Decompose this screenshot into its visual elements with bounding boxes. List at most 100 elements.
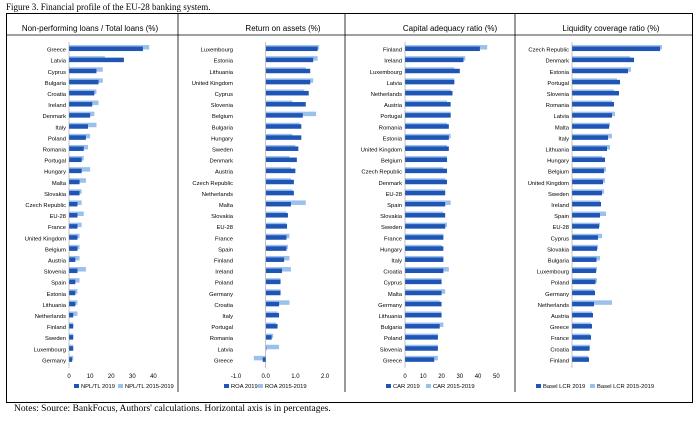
category-label: Greece <box>550 325 569 331</box>
bar-roa-2019 <box>265 346 267 351</box>
bar-npl-tl-2019 <box>69 301 76 307</box>
category-label: Bulgaria <box>45 81 67 87</box>
bar-car-2019 <box>405 113 451 118</box>
category-label: Lithuania <box>378 314 402 320</box>
bar-basel-lcr-2019 <box>572 246 597 251</box>
bar-npl-tl-2019 <box>69 268 78 274</box>
category-label: Luxembourg <box>537 270 569 276</box>
tick-label: 0 <box>67 374 71 380</box>
bar-npl-tl-2019 <box>69 57 124 63</box>
category-label: Lithuania <box>42 303 66 309</box>
bar-car-2019 <box>405 124 449 129</box>
bar-npl-tl-2019 <box>69 201 78 207</box>
tick-label: 2.0 <box>321 374 330 380</box>
category-label: Croatia <box>550 347 569 353</box>
bar-roa-2019 <box>265 213 288 218</box>
category-label: Denmark <box>378 181 402 187</box>
category-label: Poland <box>384 336 402 342</box>
legend-swatch <box>590 384 595 388</box>
tick-label: 20 <box>438 374 445 380</box>
bar-basel-lcr-2019 <box>572 279 596 285</box>
category-label: Belgium <box>45 247 66 253</box>
category-label: Estonia <box>214 59 234 65</box>
category-label: Estonia <box>47 292 67 298</box>
category-label: Netherlands <box>371 92 402 98</box>
bar-npl-tl-2019 <box>69 102 93 107</box>
bar-car-2019 <box>405 335 438 340</box>
bar-roa-2019 <box>265 90 309 96</box>
bar-car-2019 <box>405 279 442 285</box>
tick-label: 10 <box>87 374 94 380</box>
bar-roa-2019 <box>265 57 314 63</box>
category-label: Italy <box>558 136 569 142</box>
category-label: France <box>215 236 233 242</box>
bar-roa-2019 <box>265 324 278 329</box>
bar-basel-lcr-2019 <box>572 257 597 262</box>
category-label: Denmark <box>209 159 233 165</box>
chart-title-3: Liquidity coverage ratio (%) <box>563 24 660 33</box>
category-label: EU-28 <box>217 225 233 231</box>
legend-label: ROA 2015-2019 <box>265 384 307 390</box>
bar-npl-tl-2019 <box>69 279 76 285</box>
category-label: Slovakia <box>44 192 67 198</box>
bar-car-2019 <box>405 135 449 140</box>
bar-npl-tl-2019 <box>69 135 86 140</box>
category-label: Cyprus <box>215 92 233 98</box>
bar-car-2019 <box>405 324 440 329</box>
bar-roa-2019 <box>265 201 291 207</box>
tick-label: 50 <box>493 374 500 380</box>
bar-roa-2019 <box>265 157 297 163</box>
category-label: Netherlands <box>202 192 233 198</box>
bar-npl-tl-2019 <box>69 312 74 318</box>
bar-npl-tl-2019 <box>69 246 78 251</box>
category-label: Spain <box>554 214 569 220</box>
tick-label: 30 <box>129 374 136 380</box>
bar-car-2019 <box>405 257 444 262</box>
category-label: Hungary <box>44 170 66 176</box>
bar-npl-tl-2019 <box>69 335 74 340</box>
chart-title-2: Capital adequacy ratio (%) <box>403 24 498 33</box>
category-label: Czech Republic <box>528 48 569 54</box>
category-label: Germany <box>209 292 233 298</box>
bar-roa-2019 <box>265 335 272 340</box>
bar-roa-2019 <box>265 224 288 229</box>
bar-car-2019 <box>405 179 448 185</box>
bar-npl-tl-2019 <box>69 124 88 129</box>
category-label: Croatia <box>47 92 66 98</box>
bar-roa-2019 <box>265 68 311 74</box>
bar-car-2019 <box>405 201 446 207</box>
bar-car-2019 <box>405 157 448 163</box>
category-label: Denmark <box>42 114 66 120</box>
bar-car-2019 <box>405 224 446 229</box>
chart-panel-0: Non-performing loans / Total loans (%) Gr… <box>22 24 174 390</box>
category-label: Sweden <box>381 225 402 231</box>
bar-car-2019 <box>405 290 442 296</box>
category-label: EU-28 <box>50 214 66 220</box>
category-label: Finland <box>550 358 569 364</box>
tick-label: 0.0 <box>262 374 271 380</box>
category-label: EU-28 <box>553 225 569 231</box>
tick-label: 20 <box>108 374 115 380</box>
bar-basel-lcr-2019 <box>572 335 591 340</box>
bar-basel-lcr-2019 <box>572 90 619 96</box>
legend-label: Basel LCR 2019 <box>543 384 585 390</box>
category-label: United Kingdom <box>192 81 233 87</box>
bar-npl-tl-2019 <box>69 113 91 118</box>
chart-title-1: Return on assets (%) <box>245 24 320 33</box>
bar-car-2019 <box>405 312 442 318</box>
bar-basel-lcr-2019 <box>572 113 612 118</box>
bar-basel-lcr-2019 <box>572 213 600 218</box>
bar-roa-2019 <box>265 235 287 240</box>
category-label: Ireland <box>551 203 569 209</box>
legend-label: NPL/TL 2015-2019 <box>125 384 174 390</box>
category-label: Spain <box>387 203 402 209</box>
category-label: Austria <box>48 258 67 264</box>
category-label: Finland <box>383 48 402 54</box>
bar-basel-lcr-2019 <box>572 357 589 362</box>
category-label: Italy <box>222 314 233 320</box>
bar-basel-lcr-2019 <box>572 168 604 174</box>
bar-roa-2015-2019 <box>253 355 266 361</box>
figure-frame <box>6 13 693 403</box>
bar-car-2019 <box>405 357 435 362</box>
